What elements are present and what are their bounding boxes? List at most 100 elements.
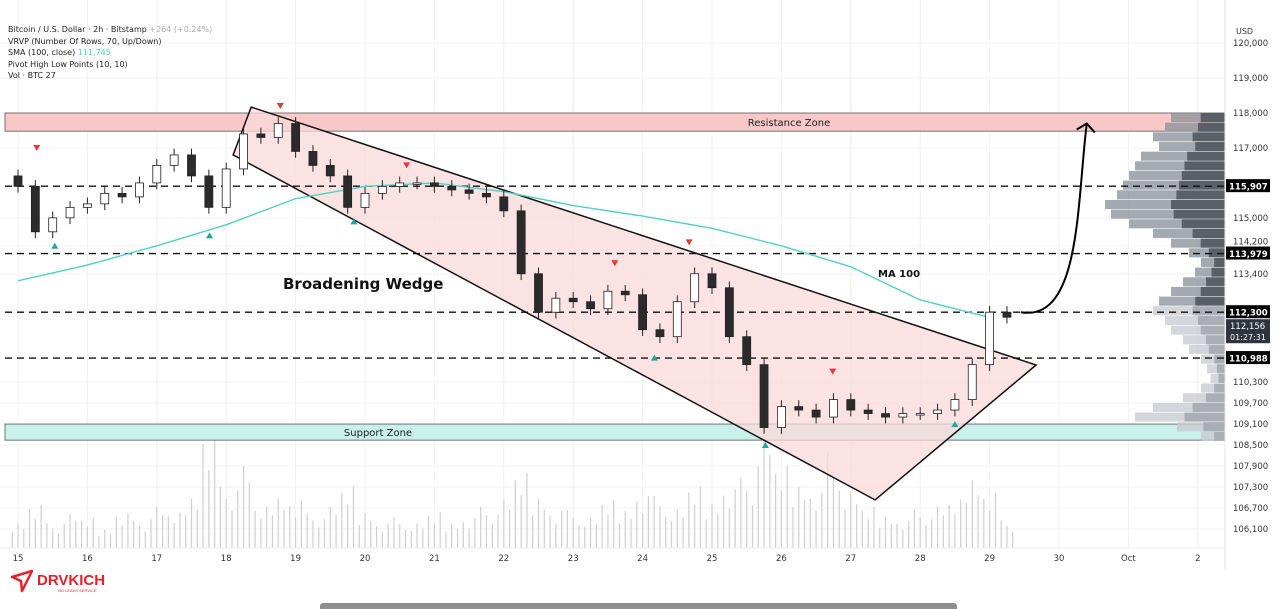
vrvp-row <box>1129 170 1225 181</box>
candle-body <box>1002 311 1012 318</box>
wedge-label: Broadening Wedge <box>283 275 443 293</box>
vrvp-row-down <box>1192 228 1225 239</box>
vrvp-row <box>1153 132 1225 142</box>
vrvp-row <box>1105 199 1225 210</box>
candle-body <box>568 297 578 303</box>
candle-body <box>586 301 595 310</box>
price-level-label: 113,979 <box>1229 250 1268 260</box>
candle-body <box>221 168 231 208</box>
vrvp-row <box>1159 141 1225 152</box>
y-tick-label: 118,000 <box>1233 109 1268 119</box>
candle-body <box>308 151 318 166</box>
x-tick-label: Oct <box>1121 554 1136 564</box>
candle-body <box>291 123 301 152</box>
vrvp-row-down <box>1184 161 1225 171</box>
pivot-low-marker <box>650 354 658 361</box>
candle-body <box>516 210 526 275</box>
x-tick-label: 16 <box>82 554 93 564</box>
horizontal-scrollbar[interactable] <box>320 603 957 609</box>
logo-text: DRVKICH <box>37 572 105 589</box>
vrvp-row <box>1189 248 1225 258</box>
vrvp-row-down <box>1206 277 1225 287</box>
x-tick-label: 24 <box>637 554 648 564</box>
candle-body <box>117 192 127 198</box>
vrvp-row-down <box>1200 286 1225 296</box>
x-tick-label: 28 <box>915 554 926 564</box>
sma-value: 111,745 <box>77 48 111 57</box>
vrvp-row-down <box>1211 267 1225 277</box>
candle-body <box>638 294 647 331</box>
pivot-low-marker <box>51 242 59 249</box>
candle-body <box>135 182 144 198</box>
candle-body <box>239 133 248 170</box>
vrvp-row-down <box>1171 199 1225 210</box>
y-tick-label: 107,300 <box>1233 483 1268 493</box>
candle-body <box>204 175 214 208</box>
vrvp-row <box>1183 277 1225 287</box>
candle-body <box>985 311 994 366</box>
vrvp-row <box>1189 344 1225 354</box>
pivot-high-marker <box>829 368 837 375</box>
vrvp-row-down <box>1198 122 1225 132</box>
x-tick-label: 20 <box>360 554 371 564</box>
vrvp-row-down <box>1192 132 1225 142</box>
vrvp-row-down <box>1206 393 1225 403</box>
vrvp-row-down <box>1179 180 1225 190</box>
vrvp-row <box>1111 209 1225 219</box>
vrvp-row <box>1195 267 1225 277</box>
candle-body <box>742 336 752 366</box>
volume-indicator[interactable]: Vol · BTC 27 <box>8 71 56 80</box>
support-zone-label: Support Zone <box>344 428 412 439</box>
candle-body <box>377 185 387 194</box>
last-price-label: 112,156 <box>1230 322 1265 332</box>
vrvp-row-down <box>1214 431 1225 441</box>
y-tick-label: 106,700 <box>1233 504 1268 514</box>
y-tick-label: 110,300 <box>1233 378 1268 388</box>
resistance-zone-label: Resistance Zone <box>748 118 831 129</box>
vrvp-row-down <box>1173 209 1225 219</box>
candle-body <box>48 217 58 233</box>
candles <box>13 117 1012 434</box>
sma-indicator[interactable]: SMA (100, close) 111,745 <box>8 48 111 57</box>
vrvp-row <box>1201 431 1225 441</box>
candle-body <box>707 273 717 289</box>
vrvp-row-down <box>1214 383 1225 393</box>
x-tick-label: 23 <box>568 554 579 564</box>
candle-body <box>950 399 960 411</box>
drvkich-logo: DRVKICH NO LEAKS SERVICE <box>10 569 120 597</box>
projection-arrow <box>1020 122 1096 314</box>
vrvp-row <box>1171 113 1225 123</box>
pivot-low-marker <box>761 442 769 449</box>
price-label-box <box>1226 246 1270 260</box>
x-tick-label: 2 <box>1195 554 1200 564</box>
vrvp-row <box>1201 354 1225 364</box>
vrvp-row <box>1201 257 1225 268</box>
candle-body <box>915 413 925 416</box>
candle-body <box>603 290 613 310</box>
pivot-indicator[interactable]: Pivot High Low Points (10, 10) <box>8 59 128 69</box>
price-change: +264 (+0.24%) <box>149 25 213 34</box>
vrvp-row-down <box>1184 412 1225 422</box>
vrvp-row-down <box>1198 315 1225 325</box>
x-tick-label: 25 <box>707 554 718 564</box>
candle-body <box>690 273 700 303</box>
candle-body <box>447 185 457 191</box>
arrowhead-icon <box>1076 122 1096 134</box>
vrvp-row-down <box>1200 113 1225 123</box>
projection-arrow-line <box>1020 123 1088 314</box>
y-tick-label: 108,500 <box>1233 441 1268 451</box>
vrvp-row <box>1153 306 1225 316</box>
symbol-line[interactable]: Bitcoin / U.S. Dollar · 2h · Bitstamp +2… <box>8 25 213 34</box>
vrvp-row <box>1177 422 1225 432</box>
vrvp-row-down <box>1200 238 1225 248</box>
vrvp-indicator[interactable]: VRVP (Number Of Rows, 70, Up/Down) <box>8 36 162 46</box>
support-zone <box>4 423 1226 441</box>
y-tick-label: 115,000 <box>1233 214 1268 224</box>
candle-body <box>655 329 665 338</box>
candle-body <box>256 133 266 138</box>
candle-body <box>967 364 977 400</box>
vrvp-row <box>1135 161 1225 171</box>
x-tick-label: 18 <box>221 554 232 564</box>
price-level-label: 112,300 <box>1229 309 1268 319</box>
